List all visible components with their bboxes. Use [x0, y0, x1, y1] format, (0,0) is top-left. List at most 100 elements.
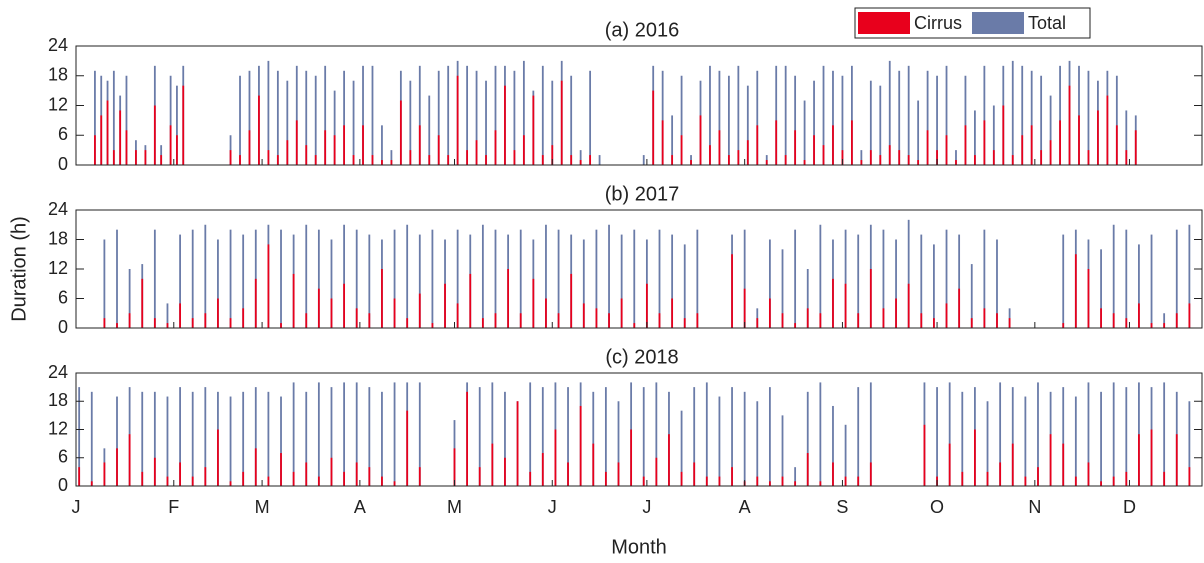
bar — [794, 467, 797, 486]
bar — [617, 462, 620, 486]
y-tick-label: 12 — [48, 94, 68, 114]
bar — [841, 150, 844, 165]
bar — [179, 387, 181, 486]
bar — [718, 476, 721, 486]
bar — [1062, 323, 1065, 328]
bar — [166, 476, 169, 486]
bar — [765, 160, 768, 165]
bar — [794, 130, 797, 165]
y-tick-label: 6 — [58, 447, 68, 467]
bar — [1115, 75, 1118, 165]
bar — [485, 80, 487, 165]
bar — [166, 303, 169, 328]
bar — [90, 481, 93, 486]
bar — [983, 65, 986, 165]
bar — [330, 387, 333, 486]
bar — [1062, 443, 1065, 486]
axes-box — [75, 372, 1203, 487]
bar — [832, 70, 834, 165]
bar — [352, 155, 355, 165]
bar — [690, 160, 692, 165]
bar — [317, 288, 320, 328]
bar — [658, 229, 661, 328]
bar — [254, 387, 257, 486]
bar — [317, 382, 320, 486]
bar — [832, 278, 834, 328]
bar — [1008, 318, 1011, 328]
bar — [661, 120, 664, 165]
y-tick-label: 24 — [48, 199, 68, 219]
bar — [176, 135, 178, 165]
bar — [333, 135, 336, 165]
bar — [437, 135, 440, 165]
bar — [330, 457, 333, 486]
bar — [806, 269, 809, 328]
bar — [907, 65, 910, 165]
bar — [248, 70, 251, 165]
bar — [295, 120, 298, 165]
bar — [399, 100, 402, 165]
bar — [153, 229, 156, 328]
bar — [141, 391, 144, 486]
bar — [276, 155, 279, 165]
x-tick-label: J — [72, 497, 81, 517]
bar — [620, 234, 623, 328]
bar — [153, 457, 156, 486]
bar — [352, 80, 355, 165]
bar — [513, 70, 516, 165]
bar — [1030, 125, 1033, 165]
bar — [491, 443, 494, 486]
bar — [1100, 391, 1102, 486]
bar — [362, 125, 364, 165]
bar — [529, 382, 532, 486]
bar — [160, 155, 163, 165]
bar — [112, 150, 115, 165]
bar — [888, 145, 891, 165]
bar — [406, 224, 409, 328]
bar — [1021, 135, 1024, 165]
bar — [431, 323, 434, 328]
x-tick-label: D — [1123, 497, 1136, 517]
x-tick-label: A — [739, 497, 751, 517]
bar — [819, 382, 822, 486]
bar — [974, 429, 976, 486]
bar — [671, 115, 674, 165]
bar — [1078, 115, 1080, 165]
bar — [141, 278, 144, 328]
bar — [116, 448, 118, 486]
bar — [305, 145, 308, 165]
bar — [633, 229, 636, 328]
bar — [850, 65, 853, 165]
bar — [1068, 85, 1071, 165]
bar — [822, 145, 825, 165]
x-tick-label: F — [168, 497, 179, 517]
bar — [229, 318, 232, 328]
y-tick-label: 18 — [48, 390, 68, 410]
bar — [1049, 140, 1052, 165]
bar — [718, 130, 721, 165]
bar — [604, 471, 607, 486]
bar — [532, 95, 535, 165]
bar — [317, 476, 320, 486]
bar — [229, 229, 232, 328]
bar — [166, 323, 169, 328]
bar — [731, 467, 733, 486]
bar — [756, 125, 759, 165]
bar — [936, 150, 938, 165]
y-tick-label: 0 — [58, 475, 68, 495]
bar — [292, 471, 295, 486]
bar — [418, 293, 421, 328]
bar — [630, 429, 633, 486]
bar — [166, 396, 169, 486]
bar — [447, 65, 450, 165]
bar — [545, 224, 547, 328]
bar — [381, 269, 383, 328]
bar — [551, 145, 554, 165]
bar — [1059, 65, 1061, 165]
bar — [844, 476, 847, 486]
bar — [604, 387, 607, 486]
bar — [362, 65, 364, 165]
bar — [204, 467, 207, 486]
bar — [381, 391, 383, 486]
